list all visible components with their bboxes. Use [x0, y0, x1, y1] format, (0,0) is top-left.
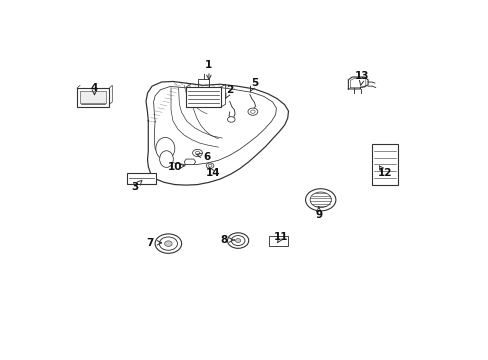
Circle shape: [309, 192, 331, 208]
Circle shape: [192, 149, 202, 157]
FancyBboxPatch shape: [268, 236, 287, 246]
Text: 4: 4: [91, 82, 98, 93]
Circle shape: [305, 189, 335, 211]
Text: 7: 7: [146, 238, 154, 248]
Circle shape: [208, 164, 211, 167]
FancyBboxPatch shape: [186, 87, 221, 107]
Text: 8: 8: [220, 235, 227, 245]
Ellipse shape: [159, 151, 173, 167]
Text: 6: 6: [203, 152, 210, 162]
FancyBboxPatch shape: [371, 144, 397, 185]
Text: 13: 13: [354, 72, 369, 81]
Ellipse shape: [156, 138, 175, 159]
Text: 1: 1: [205, 60, 212, 70]
Circle shape: [155, 234, 181, 253]
Circle shape: [227, 117, 235, 122]
Circle shape: [227, 233, 248, 248]
Text: 5: 5: [250, 78, 258, 89]
Text: 2: 2: [225, 85, 233, 95]
Circle shape: [206, 163, 213, 168]
Circle shape: [159, 237, 177, 250]
Circle shape: [235, 239, 240, 243]
Text: 10: 10: [167, 162, 182, 172]
Text: 9: 9: [315, 210, 322, 220]
Text: 14: 14: [205, 168, 220, 179]
Circle shape: [231, 235, 244, 246]
FancyBboxPatch shape: [77, 88, 109, 107]
Circle shape: [247, 108, 257, 115]
Text: 12: 12: [377, 168, 391, 179]
Text: 3: 3: [131, 183, 139, 192]
Text: 11: 11: [273, 232, 287, 242]
FancyBboxPatch shape: [80, 91, 106, 103]
FancyBboxPatch shape: [127, 173, 156, 184]
Polygon shape: [184, 159, 195, 165]
Circle shape: [250, 110, 255, 113]
Circle shape: [195, 151, 200, 155]
Circle shape: [164, 241, 172, 246]
